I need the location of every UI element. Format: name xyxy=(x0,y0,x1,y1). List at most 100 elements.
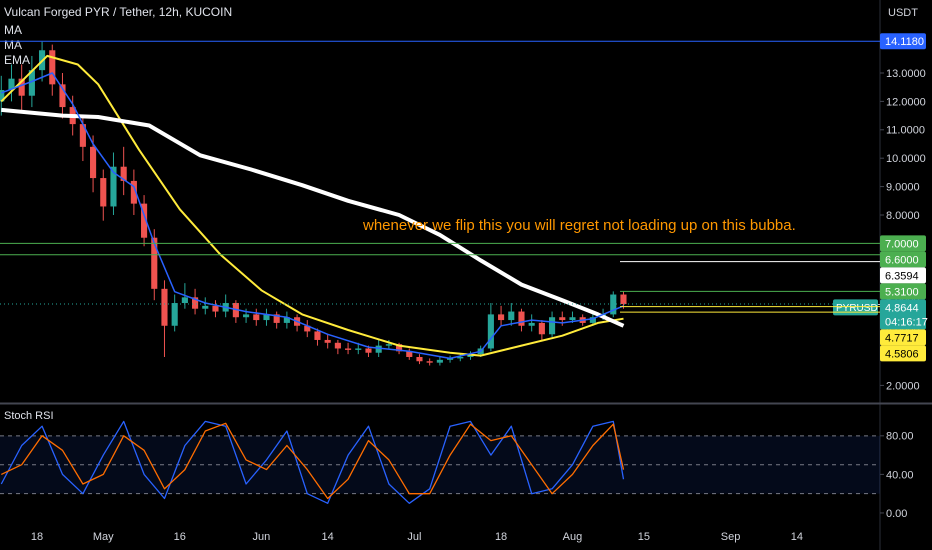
candle-body xyxy=(345,348,352,350)
candle-body xyxy=(385,344,392,346)
price-level-label-box xyxy=(880,251,926,268)
countdown: 04:16:17 xyxy=(885,316,928,328)
candle-body xyxy=(518,311,525,326)
candle-body xyxy=(151,237,158,289)
candle-body xyxy=(161,288,168,326)
y-axis-label: USDT xyxy=(888,7,918,19)
candle-body xyxy=(314,331,321,340)
candle-body xyxy=(181,297,188,304)
candle-body xyxy=(18,78,25,96)
candle-body xyxy=(28,70,35,96)
price-level-label: 6.6000 xyxy=(885,254,919,266)
price-level-label: 7.0000 xyxy=(885,238,919,250)
candle-body xyxy=(49,50,56,85)
price-level-label-box xyxy=(880,33,926,50)
legend-entry: EMA xyxy=(4,53,30,67)
candle-body xyxy=(110,166,117,207)
candle-body xyxy=(253,314,260,321)
y-tick-label: 0.00 xyxy=(886,508,907,520)
candle-body xyxy=(487,314,494,349)
y-tick-label: 11.0000 xyxy=(886,125,925,137)
candle-body xyxy=(589,317,596,323)
candle-body xyxy=(243,314,250,318)
candle-body xyxy=(528,322,535,326)
candle-body xyxy=(90,146,97,179)
x-tick-label: Sep xyxy=(721,531,741,543)
x-tick-label: 14 xyxy=(791,531,803,543)
y-tick-label: 12.0000 xyxy=(886,96,926,108)
candle-body xyxy=(610,294,617,315)
last-price-box xyxy=(880,299,926,330)
candle-body xyxy=(0,90,5,102)
candle-body xyxy=(569,317,576,321)
candle-body xyxy=(549,317,556,335)
x-tick-label: 14 xyxy=(322,531,334,543)
x-tick-label: Jun xyxy=(252,531,270,543)
x-tick-label: 18 xyxy=(495,531,507,543)
candle-body xyxy=(426,361,433,363)
candle-body xyxy=(498,314,505,321)
price-level-label-box xyxy=(880,345,926,362)
candle-body xyxy=(559,317,566,321)
x-tick-label: 16 xyxy=(174,531,186,543)
candle-body xyxy=(202,305,209,309)
candle-body xyxy=(304,325,311,332)
candle-body xyxy=(375,345,382,353)
y-tick-label: 80.00 xyxy=(886,431,914,443)
candle-body xyxy=(396,344,403,352)
last-price-label: 4.8644 xyxy=(885,302,919,314)
candle-body xyxy=(212,305,219,312)
candle-body xyxy=(457,356,464,359)
candle-body xyxy=(171,303,178,326)
x-tick-label: Aug xyxy=(563,531,583,543)
y-tick-label: 8.0000 xyxy=(886,210,920,222)
moving-average-line xyxy=(0,54,624,357)
moving-average-line xyxy=(1,72,624,360)
candle-body xyxy=(365,348,372,353)
candle-body xyxy=(59,84,66,108)
annotation: whenever we flip this you will regret no… xyxy=(362,217,796,234)
price-level-label-box xyxy=(880,283,926,300)
price-level-label: 14.1180 xyxy=(885,36,924,48)
candle-body xyxy=(436,359,443,363)
candle-body xyxy=(273,314,280,323)
stoch-line xyxy=(1,422,625,500)
candle-body xyxy=(130,180,137,204)
y-tick-label: 40.00 xyxy=(886,469,914,481)
legend-entry: MA xyxy=(4,38,22,52)
price-level-label: 4.7717 xyxy=(885,332,919,344)
chart-title: Vulcan Forged PYR / Tether, 12h, KUCOIN xyxy=(4,5,232,19)
candle-body xyxy=(538,322,545,335)
candle-body xyxy=(508,311,515,321)
x-tick-label: May xyxy=(93,531,114,543)
symbol-box xyxy=(833,299,878,316)
candle-body xyxy=(620,294,627,305)
y-tick-label: 9.0000 xyxy=(886,181,920,193)
x-tick-label: 15 xyxy=(638,531,650,543)
symbol-name: PYRUSDT xyxy=(836,303,884,314)
candle-body xyxy=(79,124,86,147)
candle-body xyxy=(100,178,107,207)
candle-body xyxy=(120,166,127,181)
candle-body xyxy=(141,203,148,238)
candle-body xyxy=(334,342,341,349)
price-level-label: 5.3100 xyxy=(885,286,919,298)
price-level-label: 6.3594 xyxy=(885,270,919,282)
candle-body xyxy=(8,78,15,91)
moving-average-line xyxy=(1,107,625,328)
y-tick-label: 10.0000 xyxy=(886,153,926,165)
stoch-line xyxy=(0,420,625,504)
price-level-label-box xyxy=(880,235,926,252)
price-level-label-box xyxy=(880,329,926,346)
candle-body xyxy=(324,339,331,343)
indicator-title: Stoch RSI xyxy=(4,410,54,422)
x-tick-label: Jul xyxy=(407,531,421,543)
candle-body xyxy=(355,348,362,350)
y-tick-label: 13.0000 xyxy=(886,68,926,80)
price-level-label-box xyxy=(880,267,926,284)
x-tick-label: 18 xyxy=(31,531,43,543)
y-tick-label: 2.0000 xyxy=(886,380,920,392)
candle-body xyxy=(406,351,413,357)
candle-body xyxy=(192,297,199,309)
legend-entry: MA xyxy=(4,23,22,37)
